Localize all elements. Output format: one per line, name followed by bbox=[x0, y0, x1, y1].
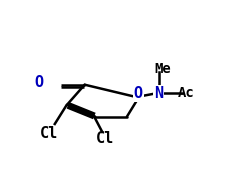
Text: N: N bbox=[154, 86, 163, 101]
Text: Cl: Cl bbox=[39, 126, 58, 141]
Text: Cl: Cl bbox=[96, 131, 114, 146]
Text: Ac: Ac bbox=[178, 86, 194, 100]
Text: O: O bbox=[34, 75, 44, 90]
Text: O: O bbox=[134, 86, 143, 101]
Text: Me: Me bbox=[155, 62, 171, 76]
